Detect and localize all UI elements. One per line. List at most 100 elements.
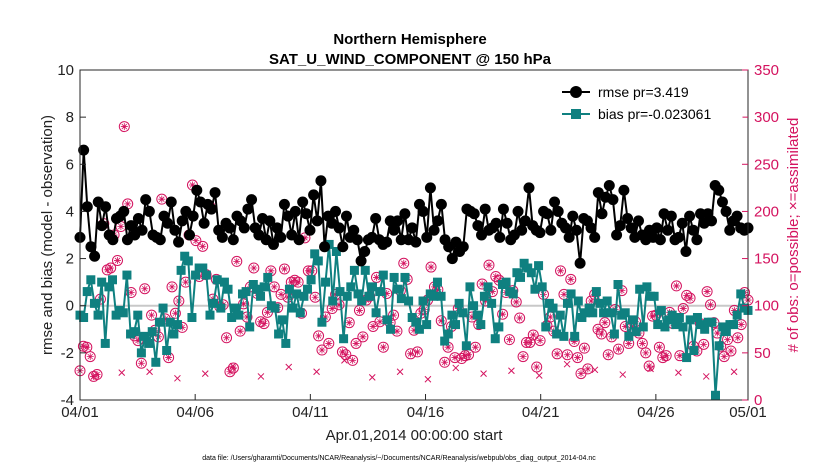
rmse-point (559, 222, 571, 234)
obs-possible-star (516, 314, 524, 322)
bias-point (422, 320, 432, 330)
obs-possible-star (614, 345, 622, 353)
rmse-point (618, 184, 630, 196)
rmse-point (107, 234, 119, 246)
rmse-point (162, 217, 174, 229)
bias-point (627, 315, 637, 325)
rmse-point (570, 224, 582, 236)
obs-possible-star (672, 282, 680, 290)
rmse-point (713, 184, 725, 196)
obs-possible-circle (612, 343, 624, 355)
obs-possible-marker (367, 320, 379, 332)
obs-possible-star (267, 267, 275, 275)
obs-possible-marker (347, 354, 359, 366)
bias-point (299, 291, 309, 301)
obs-possible-marker (565, 273, 577, 285)
obs-possible-star (233, 257, 241, 265)
rmse-point (118, 205, 130, 217)
obs-assimilated-marker (118, 369, 126, 377)
bias-point (429, 291, 439, 301)
bias-point (259, 282, 269, 292)
obs-possible-marker (701, 286, 713, 298)
rmse-point (85, 241, 97, 253)
rmse-point (191, 184, 203, 196)
rmse-point (680, 246, 692, 257)
obs-possible-marker (725, 345, 737, 357)
obs-possible-star (427, 263, 435, 271)
rmse-point (410, 236, 422, 248)
rmse-point (359, 246, 371, 257)
obs-possible-marker (602, 349, 614, 361)
bias-point (97, 277, 107, 287)
bias-point (292, 289, 302, 299)
obs-possible-star (236, 327, 244, 335)
bias-point (454, 298, 464, 308)
bias-point (447, 310, 457, 320)
rmse-point (552, 205, 564, 217)
obs-possible-star (134, 337, 142, 345)
bias-point (393, 284, 403, 294)
obs-possible-star (263, 308, 271, 316)
bias-point (407, 313, 417, 322)
rmse-point (549, 196, 561, 208)
obs-possible-star (451, 354, 459, 362)
bias-point (93, 310, 103, 320)
obs-possible-circle (411, 346, 423, 358)
obs-possible-star (178, 323, 186, 331)
obs-assimilated-marker (480, 370, 487, 377)
bias-point (313, 256, 323, 266)
obs-possible-star (79, 342, 87, 350)
obs-possible-star (270, 283, 278, 291)
obs-possible-marker (336, 346, 348, 358)
bias-point (86, 275, 96, 285)
bias-point (696, 320, 706, 330)
bias-point (396, 294, 406, 304)
obs-assimilated-marker (313, 368, 320, 376)
rmse-point (497, 203, 509, 215)
bias-point (180, 251, 190, 261)
obs-possible-marker (705, 299, 717, 311)
obs-possible-star (148, 311, 156, 319)
y-tick-label: 2 (66, 251, 74, 268)
bias-point (653, 320, 663, 330)
obs-assimilated-marker (619, 371, 627, 378)
obs-possible-circle (517, 351, 529, 363)
obs-assimilated-marker (508, 367, 515, 375)
bias-point (147, 327, 157, 337)
obs-possible-circle (449, 352, 461, 364)
bias-point (79, 313, 89, 322)
bias-point (718, 322, 728, 332)
obs-possible-circle (681, 289, 693, 301)
bias-point (230, 303, 240, 313)
obs-possible-star (315, 332, 323, 340)
obs-possible-star (526, 338, 534, 346)
obs-possible-star (243, 313, 251, 321)
obs-assimilated-marker (563, 360, 571, 368)
bias-point (288, 303, 298, 313)
obs-possible-marker (313, 330, 325, 342)
rmse-point (673, 231, 685, 243)
y-tick-label: 8 (66, 109, 74, 126)
obs-possible-marker (670, 280, 682, 292)
legend: rmse pr=3.419 bias pr=-0.023061 (555, 77, 743, 127)
bias-point (440, 336, 450, 346)
obs-possible-circle (377, 341, 389, 353)
obs-possible-star (257, 318, 265, 326)
obs-possible-circle (670, 280, 682, 292)
bias-point (357, 296, 367, 306)
rmse-point (691, 234, 703, 246)
bias-point (570, 331, 580, 341)
obs-possible-marker (681, 289, 693, 301)
bias-point (144, 338, 154, 348)
bias-point (599, 308, 609, 318)
obs-possible-circle (316, 344, 328, 356)
obs-possible-star (240, 300, 248, 308)
obs-possible-star (655, 343, 663, 351)
obs-possible-star (280, 265, 288, 273)
obs-possible-star (430, 283, 438, 291)
bias-point (183, 256, 193, 266)
rmse-point (622, 213, 634, 224)
obs-possible-star (373, 273, 381, 281)
obs-possible-circle (169, 307, 181, 319)
obs-possible-star (601, 319, 609, 327)
